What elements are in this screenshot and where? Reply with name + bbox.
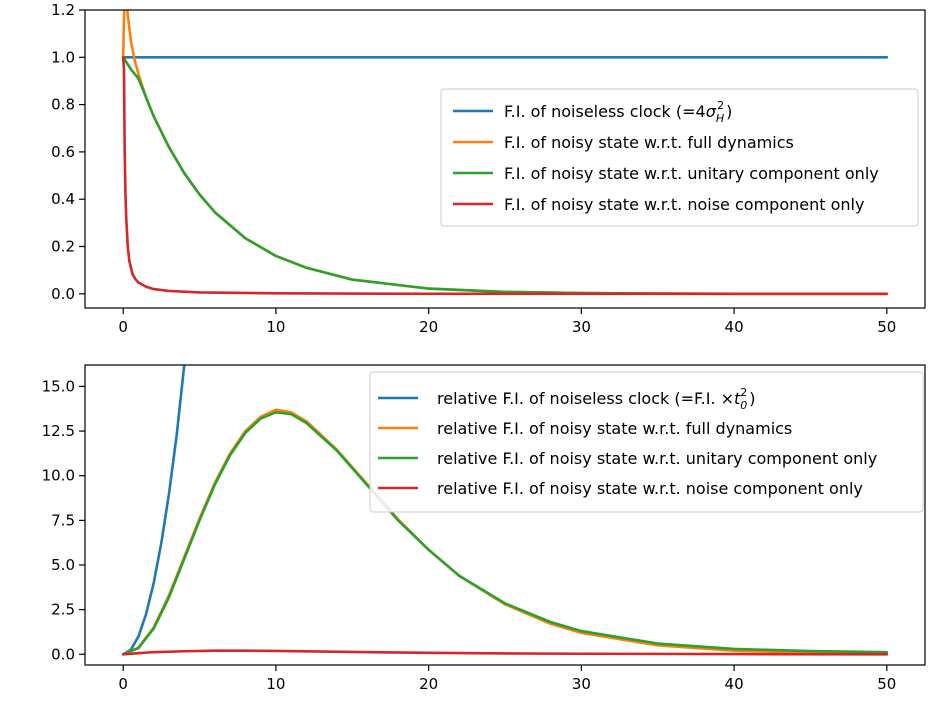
x-tick-label: 30 [572, 318, 591, 336]
y-tick-label: 7.5 [51, 511, 75, 529]
legend-label-1: F.I. of noiseless clock (=4σH2) [504, 99, 732, 125]
axes-frame [84, 364, 926, 666]
x-tick-label: 0 [118, 318, 128, 336]
legend-label-3: F.I. of noisy state w.r.t. unitary compo… [504, 164, 879, 183]
legend-label-2: F.I. of noisy state w.r.t. full dynamics [504, 133, 794, 152]
series-line-1 [121, 365, 186, 656]
bottom-plot: 0 10 20 30 40 50 0.0 2.5 5.0 7.5 10.0 12.5 15.0 relat… [42, 364, 926, 693]
y-tick-label: 0.2 [51, 238, 75, 256]
y-tick-label: 0.0 [51, 645, 75, 663]
series-line-4 [121, 649, 889, 656]
series-line-4 [121, 55, 889, 296]
x-tick-label: 10 [266, 318, 285, 336]
y-tick-label: 0.4 [51, 190, 75, 208]
y-tick-label: 5.0 [51, 556, 75, 574]
top-plot: 0 10 20 30 40 50 0.0 0.2 0.4 0.6 0.8 1.0 1.2 F.I. of … [51, 1, 926, 336]
x-tick-label: 40 [725, 675, 744, 693]
y-tick-label: 15.0 [42, 377, 75, 395]
legend-label-2: relative F.I. of noisy state w.r.t. full… [437, 419, 792, 438]
y-tick-label: 1.0 [51, 48, 75, 66]
legend-label-3: relative F.I. of noisy state w.r.t. unit… [437, 449, 877, 468]
y-tick-label: 1.2 [51, 1, 75, 19]
x-tick-label: 0 [118, 675, 128, 693]
legend-label-4: F.I. of noisy state w.r.t. noise compone… [504, 195, 864, 214]
x-tick-label: 50 [877, 675, 896, 693]
legend-label-1: relative F.I. of noiseless clock (=F.I. … [437, 386, 756, 412]
y-tick-label: 0.8 [51, 96, 75, 114]
legend: relative F.I. of noiseless clock (=F.I. … [369, 371, 924, 513]
legend: F.I. of noiseless clock (=4σH2) F.I. of n… [440, 88, 919, 227]
y-tick-label: 0.6 [51, 143, 75, 161]
x-tick-label: 40 [725, 318, 744, 336]
x-tick-label: 10 [266, 675, 285, 693]
x-tick-label: 20 [419, 318, 438, 336]
x-tick-label: 50 [877, 318, 896, 336]
x-tick-label: 30 [572, 675, 591, 693]
y-tick-label: 10.0 [42, 467, 75, 485]
axes-frame [84, 9, 926, 309]
y-tick-label: 12.5 [42, 422, 75, 440]
x-tick-label: 20 [419, 675, 438, 693]
series-line-3 [121, 411, 889, 656]
y-tick-label: 2.5 [51, 601, 75, 619]
y-tick-label: 0.0 [51, 285, 75, 303]
legend-label-4: relative F.I. of noisy state w.r.t. nois… [437, 479, 863, 498]
